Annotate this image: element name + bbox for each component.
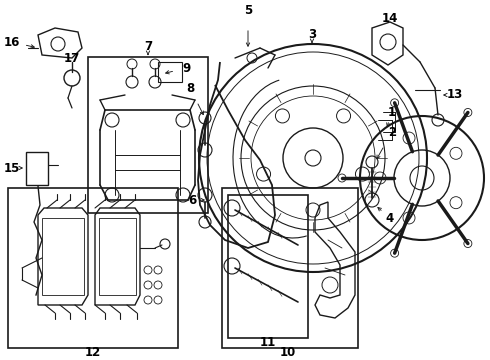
Text: 7: 7 — [144, 40, 152, 53]
Text: 5: 5 — [244, 4, 252, 17]
Text: 3: 3 — [308, 28, 316, 41]
Text: 14: 14 — [382, 12, 398, 24]
Text: 4: 4 — [386, 211, 394, 225]
Bar — [8, 188, 178, 348]
Text: 12: 12 — [85, 346, 101, 360]
Bar — [26, 152, 48, 185]
Bar — [99, 218, 136, 295]
Text: 15: 15 — [4, 162, 20, 175]
Text: 11: 11 — [260, 336, 276, 348]
Text: 9: 9 — [182, 62, 190, 75]
Bar — [42, 218, 84, 295]
Text: 2: 2 — [388, 126, 396, 139]
Bar — [158, 62, 182, 82]
Text: 17: 17 — [64, 51, 80, 64]
Bar — [228, 195, 308, 338]
Text: 1: 1 — [388, 105, 396, 118]
Text: 6: 6 — [188, 194, 196, 207]
Text: 10: 10 — [280, 346, 296, 360]
Bar — [222, 188, 358, 348]
Text: 13: 13 — [447, 89, 463, 102]
Text: 8: 8 — [186, 81, 194, 94]
Bar — [88, 57, 208, 213]
Text: 16: 16 — [4, 36, 20, 49]
